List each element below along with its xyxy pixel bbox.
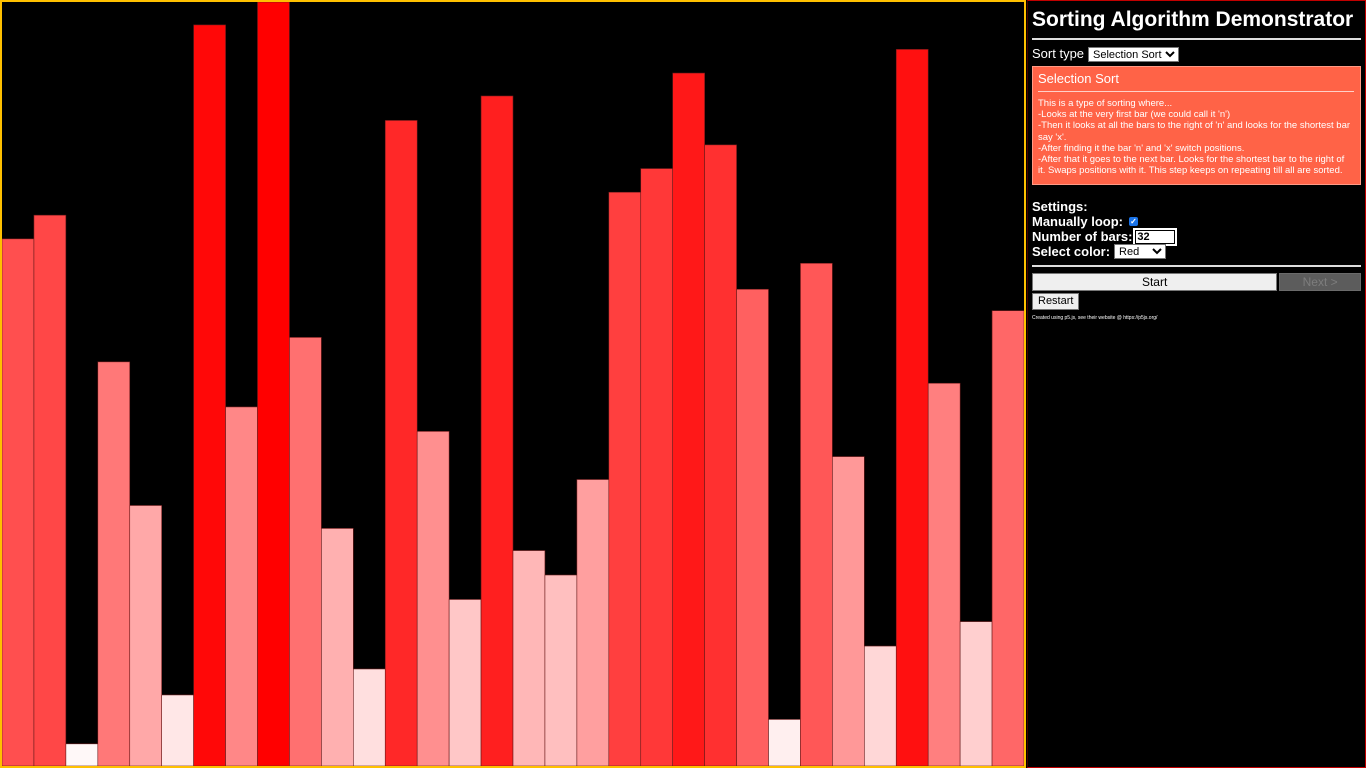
bar bbox=[895, 49, 929, 766]
divider bbox=[1032, 265, 1361, 268]
color-select[interactable]: Red bbox=[1114, 244, 1167, 260]
restart-button[interactable]: Restart bbox=[1032, 293, 1080, 311]
bar bbox=[768, 719, 801, 766]
num-bars-input[interactable]: 32 bbox=[1133, 227, 1178, 246]
bar bbox=[193, 24, 226, 766]
checkmark-icon: ✓ bbox=[1130, 217, 1137, 227]
next-button[interactable]: Next > bbox=[1279, 273, 1361, 292]
settings-section: Settings: Manually loop: ✓ Number of bar… bbox=[1032, 199, 1361, 260]
settings-heading: Settings: bbox=[1032, 199, 1088, 215]
bar bbox=[33, 214, 67, 766]
color-label: Select color: bbox=[1032, 244, 1111, 260]
bar bbox=[448, 599, 482, 766]
num-bars-row: Number of bars: 32 bbox=[1032, 227, 1361, 246]
manual-loop-row: Manually loop: ✓ bbox=[1032, 214, 1361, 229]
description-line: -Then it looks at all the bars to the ri… bbox=[1038, 120, 1351, 143]
bar bbox=[65, 743, 99, 766]
bar bbox=[161, 694, 194, 766]
bar bbox=[512, 550, 546, 766]
description-divider bbox=[1038, 91, 1354, 92]
description-box: Selection Sort This is a type of sorting… bbox=[1032, 66, 1361, 186]
sort-type-select[interactable]: Selection Sort bbox=[1088, 46, 1180, 62]
bar-chart bbox=[2, 2, 1024, 766]
sorting-canvas bbox=[0, 0, 1026, 768]
credit-text: Created using p5.js, see their website @… bbox=[1032, 315, 1158, 322]
bar bbox=[991, 310, 1024, 766]
bar bbox=[800, 262, 833, 766]
color-row: Select color: Red bbox=[1032, 244, 1361, 260]
bar bbox=[257, 2, 290, 766]
bar bbox=[736, 288, 769, 766]
control-panel: Sorting Algorithm Demonstrator Sort type… bbox=[1027, 0, 1366, 768]
bar bbox=[608, 191, 642, 766]
description-line: -After finding it the bar 'n' and 'x' sw… bbox=[1038, 142, 1245, 154]
manual-loop-label: Manually loop: bbox=[1032, 214, 1123, 230]
bar bbox=[927, 382, 961, 766]
bar bbox=[704, 144, 737, 766]
description-title: Selection Sort bbox=[1038, 71, 1119, 86]
bar bbox=[959, 621, 993, 766]
sort-type-row: Sort type Selection Sort bbox=[1032, 46, 1361, 62]
bar bbox=[2, 238, 35, 766]
bar bbox=[384, 120, 418, 766]
bar bbox=[832, 456, 865, 766]
bar bbox=[129, 505, 162, 766]
bar bbox=[225, 406, 258, 766]
bar bbox=[544, 574, 578, 766]
bar bbox=[353, 668, 386, 766]
divider bbox=[1032, 38, 1361, 40]
description-line: -Looks at the very first bar (we could c… bbox=[1038, 109, 1231, 121]
bar bbox=[672, 72, 705, 766]
start-button[interactable]: Start bbox=[1032, 273, 1278, 292]
num-bars-label: Number of bars: bbox=[1032, 229, 1133, 245]
description-line: This is a type of sorting where... bbox=[1038, 98, 1173, 109]
bar bbox=[321, 528, 354, 766]
bar bbox=[480, 95, 514, 766]
bar bbox=[576, 479, 610, 766]
description-line: -After that it goes to the next bar. Loo… bbox=[1038, 154, 1345, 177]
bar bbox=[864, 645, 897, 766]
bar bbox=[640, 168, 673, 766]
manual-loop-checkbox[interactable]: ✓ bbox=[1129, 217, 1138, 227]
bar bbox=[97, 361, 131, 766]
button-row: Start Next > bbox=[1032, 273, 1361, 292]
description-text: This is a type of sorting where... -Look… bbox=[1038, 98, 1354, 176]
page-title: Sorting Algorithm Demonstrator bbox=[1032, 8, 1354, 31]
bar bbox=[289, 337, 322, 766]
sort-type-label: Sort type bbox=[1032, 46, 1085, 61]
bar bbox=[416, 431, 450, 766]
